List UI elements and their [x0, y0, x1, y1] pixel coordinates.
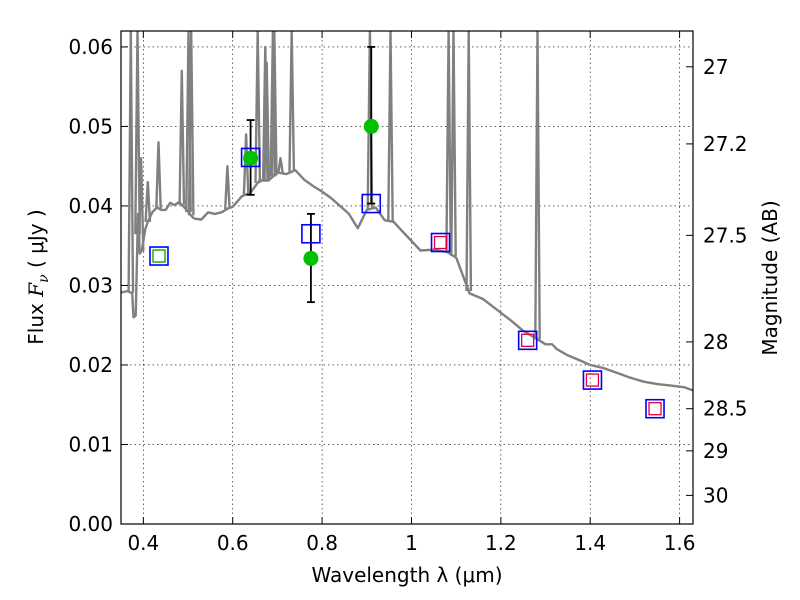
inner-square-marker [521, 333, 535, 347]
x-axis-title: Wavelength λ (μm) [311, 563, 502, 587]
y-axis-title-subscript: ν [36, 274, 52, 283]
x-tick-label: 0.8 [306, 531, 338, 555]
measured-point [303, 250, 319, 266]
emission-line [534, 31, 541, 340]
emission-line [155, 141, 162, 209]
emission-line [254, 31, 262, 183]
continuum-spectrum-line [121, 169, 693, 392]
emission-line [224, 165, 231, 209]
emission-line [445, 31, 452, 253]
plot-data [121, 31, 693, 392]
emission-line [270, 31, 278, 176]
emission-line [187, 31, 195, 216]
y2-tick-label: 30 [703, 483, 728, 507]
y-tick-label: 0.02 [68, 353, 113, 377]
x-tick-label: 0.6 [217, 531, 249, 555]
emission-line [277, 157, 284, 174]
emission-line [144, 180, 152, 222]
y-axis-title-prefix: Flux [24, 297, 48, 345]
emission-line [387, 31, 394, 222]
emission-line [261, 45, 269, 181]
x-tick-label: 0.4 [127, 531, 159, 555]
grid [121, 31, 693, 524]
x-tick-label: 1.2 [485, 531, 517, 555]
y-tick-label: 0.04 [68, 194, 113, 218]
y2-tick-label: 27.2 [703, 132, 748, 156]
emission-line [178, 69, 186, 205]
model-square-marker [517, 330, 538, 351]
emission-line [134, 31, 141, 235]
y-axis-title-symbol: F [24, 282, 48, 298]
axes: 0.4 0.6 0.8 1 1.2 1.4 1.6 0.00 0.01 0.02 0.03 0.04 0… [68, 31, 748, 555]
markers [149, 46, 665, 419]
emission-line [263, 61, 271, 181]
emission-line [465, 31, 473, 292]
emission-line [127, 31, 135, 293]
model-square-marker [430, 232, 451, 253]
inner-square-marker [152, 249, 166, 263]
x-tick-label: 1.6 [664, 531, 696, 555]
plot-frame [120, 30, 694, 525]
x-tick-label: 1 [405, 531, 418, 555]
y-tick-label: 0.01 [68, 432, 113, 456]
inner-square-marker [433, 235, 448, 250]
measured-point [243, 150, 259, 166]
y-axis-title-suffix: ( μJy ) [24, 209, 48, 274]
emission-line [269, 31, 277, 177]
x-tick-label: 1.4 [574, 531, 606, 555]
model-square-marker [149, 246, 169, 266]
y-tick-label: 0.03 [68, 273, 113, 297]
model-square-marker [301, 223, 321, 244]
emission-line [288, 31, 296, 172]
y-tick-label: 0.05 [68, 114, 113, 138]
inner-square-marker [648, 402, 662, 416]
model-square-marker [361, 193, 382, 214]
emission-line [450, 31, 457, 257]
y2-tick-label: 27 [703, 55, 728, 79]
emission-line [137, 157, 145, 252]
y-axis-title: Flux Fν ( μJy ) [24, 209, 52, 344]
model-square-marker [240, 147, 261, 168]
y-tick-label: 0.06 [68, 35, 113, 59]
y2-tick-label: 29 [703, 439, 728, 463]
emission-line [242, 133, 250, 195]
model-square-marker [645, 398, 665, 419]
y2-tick-label: 28 [703, 330, 728, 354]
measured-point [363, 118, 379, 134]
y-tick-label: 0.00 [68, 512, 113, 536]
y2-tick-label: 27.5 [703, 223, 748, 247]
y2-tick-label: 28.5 [703, 397, 748, 421]
y2-axis-title: Magnitude (AB) [758, 200, 782, 355]
inner-square-marker [585, 373, 600, 387]
model-square-marker [582, 370, 603, 390]
